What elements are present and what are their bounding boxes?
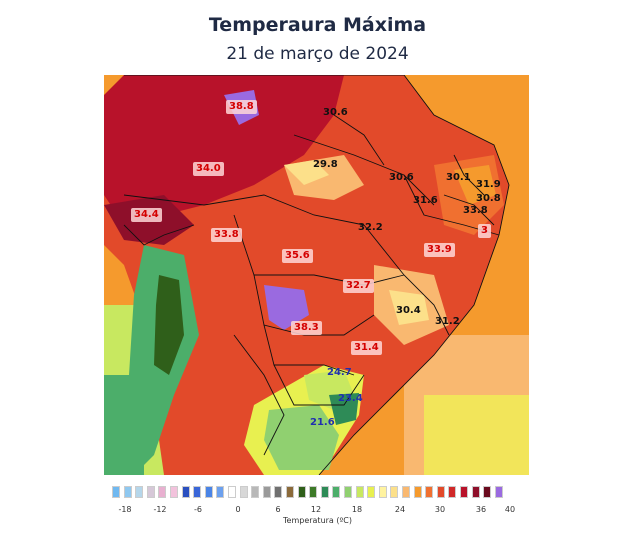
temp-label: 21.6 xyxy=(310,417,335,428)
legend-swatch xyxy=(448,486,457,498)
temp-label: 35.6 xyxy=(282,249,313,263)
legend-tick-label: 40 xyxy=(504,505,516,514)
legend-swatch xyxy=(135,486,144,498)
temp-label: 29.8 xyxy=(313,159,338,170)
temp-label: 34.4 xyxy=(131,208,162,222)
legend-swatch xyxy=(146,486,155,498)
temp-label: 30.6 xyxy=(389,172,414,183)
legend-swatch xyxy=(123,486,132,498)
legend-swatch xyxy=(193,486,202,498)
legend-swatch xyxy=(204,486,213,498)
legend-swatch xyxy=(216,486,225,498)
legend-swatch xyxy=(286,486,294,498)
legend-swatch xyxy=(239,486,248,498)
temp-label: 3 xyxy=(478,224,491,238)
legend-tick-label: 12 xyxy=(310,505,322,514)
legend-swatch xyxy=(170,486,178,498)
legend-swatch xyxy=(274,486,283,498)
legend-swatch xyxy=(471,486,480,498)
temp-label: 33.9 xyxy=(424,243,455,257)
temp-label: 38.8 xyxy=(226,100,257,114)
legend-swatch xyxy=(378,486,387,498)
page-title: Temperaura Máxima xyxy=(208,14,427,36)
legend-swatch xyxy=(483,486,492,498)
legend-tick-label: -6 xyxy=(194,505,202,514)
temp-label: 32.7 xyxy=(343,279,374,293)
legend-swatch xyxy=(402,486,410,498)
temp-label: 30.1 xyxy=(446,172,471,183)
temp-label: 30.4 xyxy=(396,305,421,316)
temp-label: 31.9 xyxy=(476,179,501,190)
temp-label: 38.3 xyxy=(291,321,322,335)
legend-swatch xyxy=(251,486,260,498)
temp-label: 31.2 xyxy=(435,316,460,327)
legend-swatch xyxy=(228,486,236,498)
legend-swatch xyxy=(413,486,422,498)
temp-label: 24.7 xyxy=(327,367,352,378)
legend-swatch xyxy=(320,486,329,498)
temp-label: 33.8 xyxy=(211,228,242,242)
legend-tick-label: 36 xyxy=(475,505,487,514)
legend-swatch xyxy=(494,486,503,498)
legend-swatch xyxy=(332,486,341,498)
legend-swatch xyxy=(460,486,468,498)
legend-swatch xyxy=(158,486,167,498)
temp-label: 23.4 xyxy=(338,393,363,404)
legend-tick-label: 24 xyxy=(394,505,406,514)
temp-label: 30.8 xyxy=(476,193,501,204)
legend-tick-label: 30 xyxy=(434,505,446,514)
temp-label: 32.2 xyxy=(358,222,383,233)
legend-tick-label: 18 xyxy=(351,505,363,514)
legend-tick-label: 6 xyxy=(275,505,281,514)
legend-swatch xyxy=(425,486,434,498)
map-graphic xyxy=(104,75,529,475)
temp-label: 31.4 xyxy=(351,341,382,355)
legend-swatch xyxy=(262,486,271,498)
legend-swatch xyxy=(390,486,399,498)
legend-swatch xyxy=(112,486,120,498)
page-subtitle: 21 de março de 2024 xyxy=(226,44,409,64)
temp-label: 33.8 xyxy=(463,205,488,216)
legend-swatch xyxy=(297,486,306,498)
legend-tick-label: -12 xyxy=(153,505,167,514)
legend-swatch xyxy=(344,486,352,498)
temp-label: 30.6 xyxy=(323,107,348,118)
legend-title: Temperatura (ºC) xyxy=(283,516,352,525)
legend-swatch xyxy=(181,486,190,498)
temperature-map xyxy=(104,75,529,475)
legend-tick-label: 0 xyxy=(235,505,241,514)
legend-swatch xyxy=(367,486,376,498)
temp-label: 34.0 xyxy=(193,162,224,176)
temp-label: 31.6 xyxy=(413,195,438,206)
legend-tick-label: -18 xyxy=(118,505,132,514)
legend-swatch xyxy=(436,486,445,498)
legend-swatch xyxy=(355,486,364,498)
legend-swatch xyxy=(309,486,318,498)
